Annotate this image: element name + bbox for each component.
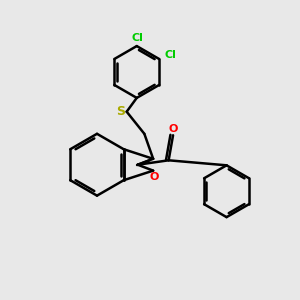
Text: S: S	[116, 105, 125, 118]
Text: Cl: Cl	[131, 33, 143, 43]
Text: Cl: Cl	[164, 50, 176, 61]
Text: O: O	[150, 172, 159, 182]
Text: O: O	[168, 124, 178, 134]
